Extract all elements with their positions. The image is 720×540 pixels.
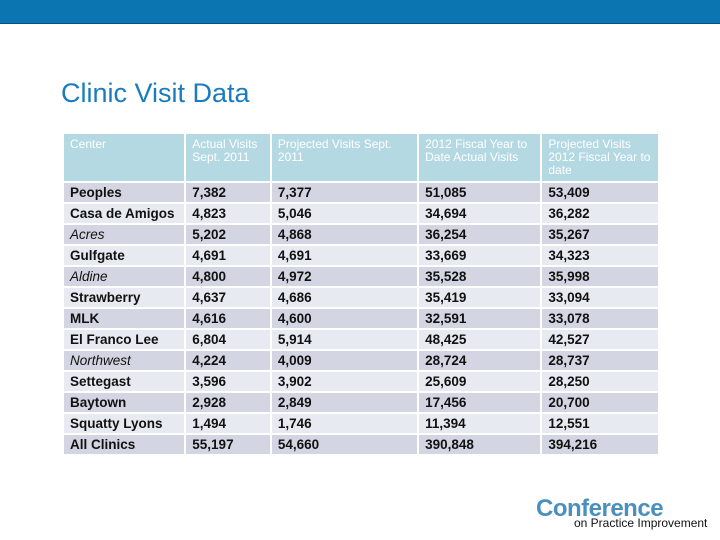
projected-cell: 4,691 — [271, 246, 418, 265]
projected-cell: 4,600 — [271, 309, 418, 328]
actual-cell: 55,197 — [186, 435, 270, 454]
center-cell: MLK — [64, 309, 185, 328]
fy-projected-cell: 42,527 — [542, 330, 658, 349]
table-row: Settegast 3,596 3,902 25,609 28,250 — [64, 372, 658, 391]
fy-actual-cell: 390,848 — [419, 435, 541, 454]
center-cell: Gulfgate — [64, 246, 185, 265]
fy-actual-cell: 48,425 — [419, 330, 541, 349]
fy-projected-cell: 35,998 — [542, 267, 658, 286]
table-row: Peoples 7,382 7,377 51,085 53,409 — [64, 183, 658, 202]
projected-cell: 5,046 — [271, 204, 418, 223]
center-cell: Aldine — [64, 267, 185, 286]
table-row: Northwest 4,224 4,009 28,724 28,737 — [64, 351, 658, 370]
projected-cell: 7,377 — [271, 183, 418, 202]
fy-actual-cell: 35,528 — [419, 267, 541, 286]
actual-cell: 1,494 — [186, 414, 270, 433]
center-cell: Baytown — [64, 393, 185, 412]
center-cell: Northwest — [64, 351, 185, 370]
center-cell: Settegast — [64, 372, 185, 391]
fy-actual-cell: 25,609 — [419, 372, 541, 391]
projected-cell: 4,686 — [271, 288, 418, 307]
projected-cell: 54,660 — [271, 435, 418, 454]
center-cell: All Clinics — [64, 435, 185, 454]
actual-cell: 7,382 — [186, 183, 270, 202]
projected-cell: 5,914 — [271, 330, 418, 349]
table-row: Baytown 2,928 2,849 17,456 20,700 — [64, 393, 658, 412]
header-center: Center — [64, 134, 185, 181]
header-fy-actual-visits: 2012 Fiscal Year to Date Actual Visits — [419, 134, 541, 181]
center-cell: Acres — [64, 225, 185, 244]
conference-logo: Conference on Practice Improvement — [536, 495, 716, 535]
table-row: Strawberry 4,637 4,686 35,419 33,094 — [64, 288, 658, 307]
fy-actual-cell: 28,724 — [419, 351, 541, 370]
projected-cell: 3,902 — [271, 372, 418, 391]
actual-cell: 6,804 — [186, 330, 270, 349]
actual-cell: 4,637 — [186, 288, 270, 307]
actual-cell: 4,800 — [186, 267, 270, 286]
table-header-row: Center Actual Visits Sept. 2011 Projecte… — [64, 134, 658, 181]
center-cell: Squatty Lyons — [64, 414, 185, 433]
fy-actual-cell: 11,394 — [419, 414, 541, 433]
fy-actual-cell: 32,591 — [419, 309, 541, 328]
header-fy-projected-visits: Projected Visits 2012 Fiscal Year to dat… — [542, 134, 658, 181]
header-actual-visits: Actual Visits Sept. 2011 — [186, 134, 270, 181]
clinic-visit-table: Center Actual Visits Sept. 2011 Projecte… — [62, 132, 660, 456]
fy-projected-cell: 394,216 — [542, 435, 658, 454]
fy-actual-cell: 51,085 — [419, 183, 541, 202]
fy-projected-cell: 20,700 — [542, 393, 658, 412]
fy-actual-cell: 17,456 — [419, 393, 541, 412]
table-row: Gulfgate 4,691 4,691 33,669 34,323 — [64, 246, 658, 265]
center-cell: Strawberry — [64, 288, 185, 307]
table-row: Squatty Lyons 1,494 1,746 11,394 12,551 — [64, 414, 658, 433]
fy-projected-cell: 12,551 — [542, 414, 658, 433]
projected-cell: 2,849 — [271, 393, 418, 412]
projected-cell: 1,746 — [271, 414, 418, 433]
fy-actual-cell: 33,669 — [419, 246, 541, 265]
fy-actual-cell: 36,254 — [419, 225, 541, 244]
fy-projected-cell: 34,323 — [542, 246, 658, 265]
actual-cell: 4,691 — [186, 246, 270, 265]
fy-projected-cell: 28,250 — [542, 372, 658, 391]
actual-cell: 4,616 — [186, 309, 270, 328]
center-cell: El Franco Lee — [64, 330, 185, 349]
fy-actual-cell: 35,419 — [419, 288, 541, 307]
logo-sub-text: on Practice Improvement — [574, 516, 708, 530]
center-cell: Peoples — [64, 183, 185, 202]
projected-cell: 4,868 — [271, 225, 418, 244]
fy-projected-cell: 53,409 — [542, 183, 658, 202]
fy-projected-cell: 35,267 — [542, 225, 658, 244]
table-row: El Franco Lee 6,804 5,914 48,425 42,527 — [64, 330, 658, 349]
center-cell: Casa de Amigos — [64, 204, 185, 223]
top-banner — [0, 0, 720, 24]
header-projected-visits: Projected Visits Sept. 2011 — [271, 134, 418, 181]
table-row: MLK 4,616 4,600 32,591 33,078 — [64, 309, 658, 328]
fy-projected-cell: 28,737 — [542, 351, 658, 370]
actual-cell: 2,928 — [186, 393, 270, 412]
actual-cell: 4,224 — [186, 351, 270, 370]
actual-cell: 4,823 — [186, 204, 270, 223]
fy-projected-cell: 33,078 — [542, 309, 658, 328]
actual-cell: 5,202 — [186, 225, 270, 244]
table-row: Aldine 4,800 4,972 35,528 35,998 — [64, 267, 658, 286]
projected-cell: 4,972 — [271, 267, 418, 286]
fy-projected-cell: 36,282 — [542, 204, 658, 223]
logo-main-text: Conference — [536, 495, 664, 522]
slide-title: Clinic Visit Data — [61, 78, 250, 108]
projected-cell: 4,009 — [271, 351, 418, 370]
actual-cell: 3,596 — [186, 372, 270, 391]
table-row: Casa de Amigos 4,823 5,046 34,694 36,282 — [64, 204, 658, 223]
fy-projected-cell: 33,094 — [542, 288, 658, 307]
table-row: Acres 5,202 4,868 36,254 35,267 — [64, 225, 658, 244]
table-row: All Clinics 55,197 54,660 390,848 394,21… — [64, 435, 658, 454]
fy-actual-cell: 34,694 — [419, 204, 541, 223]
